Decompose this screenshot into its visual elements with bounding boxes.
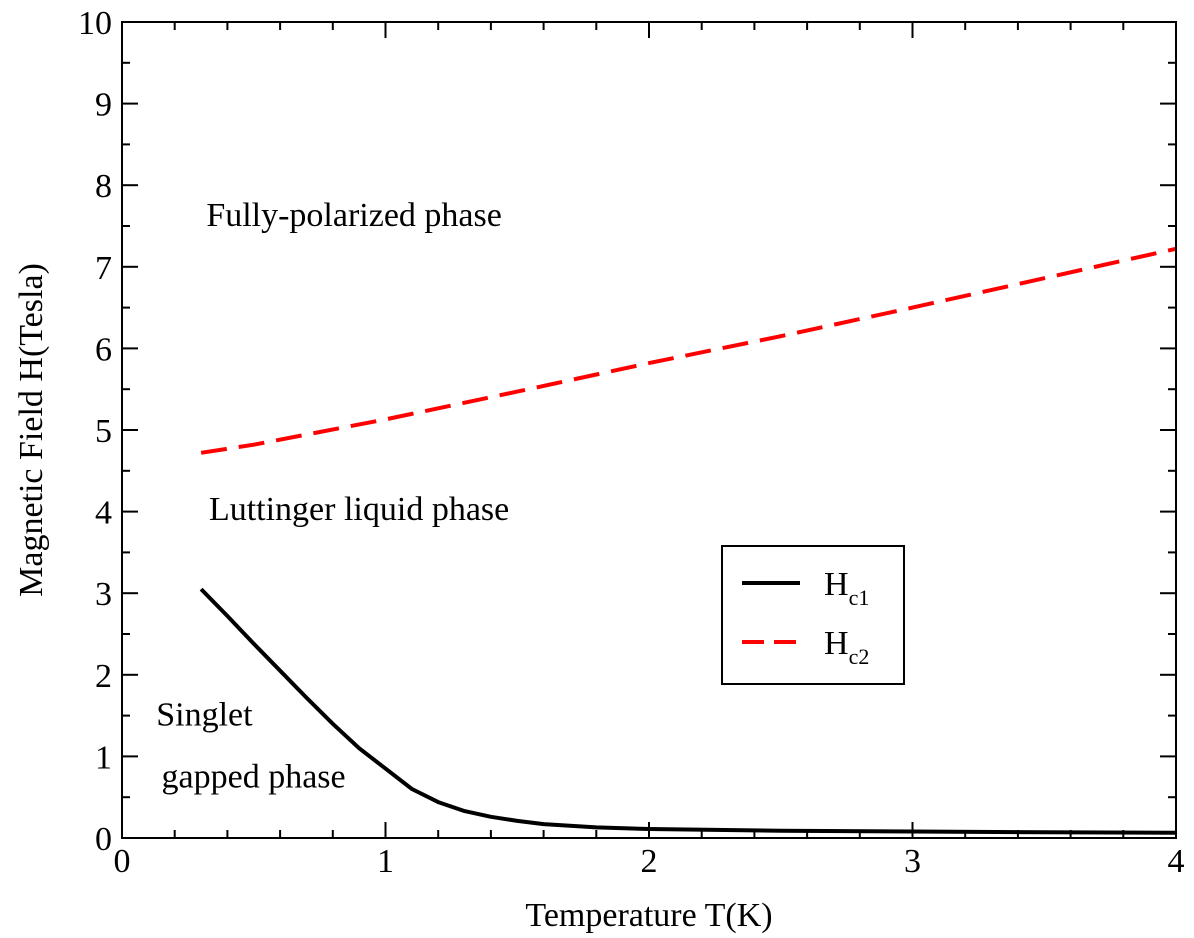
phase-label: gapped phase [162, 758, 346, 795]
annotations-layer: Fully-polarized phase Luttinger liquid ph… [156, 197, 509, 795]
legend-label-main: H [824, 566, 849, 603]
phase-label: Fully-polarized phase [206, 197, 502, 234]
x-tick-label: 0 [114, 843, 131, 880]
plot-frame [121, 21, 1177, 839]
legend-label-c2: Hc2 [824, 625, 869, 669]
y-tick-label: 4 [95, 495, 112, 532]
phase-label: Luttinger liquid phase [209, 491, 509, 528]
x-tick-label: 3 [904, 843, 921, 880]
legend-label-c1: Hc1 [824, 566, 869, 610]
y-axis-title: Magnetic Field H(Tesla) [13, 263, 50, 597]
y-tick-label: 3 [95, 576, 112, 613]
y-tick-label: 9 [95, 87, 112, 124]
y-tick-label: 10 [78, 5, 112, 42]
x-axis-title: Temperature T(K) [525, 897, 772, 934]
x-tick-label: 4 [1168, 843, 1185, 880]
series-line-c2 [200, 246, 1177, 455]
y-tick-label: 1 [95, 739, 112, 776]
legend-label-subscript: c1 [849, 585, 870, 610]
ticks-layer: 0 1 2 3 4 0 1 2 3 4 5 6 7 8 9 10 [78, 5, 1185, 880]
y-tick-label: 2 [95, 658, 112, 695]
y-tick-label: 8 [95, 168, 112, 205]
legend-label-subscript: c2 [849, 644, 870, 669]
y-tick-label: 5 [95, 413, 112, 450]
legend-label-main: H [824, 625, 849, 662]
legend-box [721, 545, 905, 685]
y-tick-label: 6 [95, 331, 112, 368]
series-line-c1 [199, 587, 1177, 835]
y-tick-label: 7 [95, 250, 112, 287]
y-tick-label: 0 [95, 821, 112, 858]
x-tick-label: 1 [377, 843, 394, 880]
series-layer [199, 246, 1177, 835]
x-tick-label: 2 [641, 843, 658, 880]
phase-label: Singlet [156, 696, 253, 733]
